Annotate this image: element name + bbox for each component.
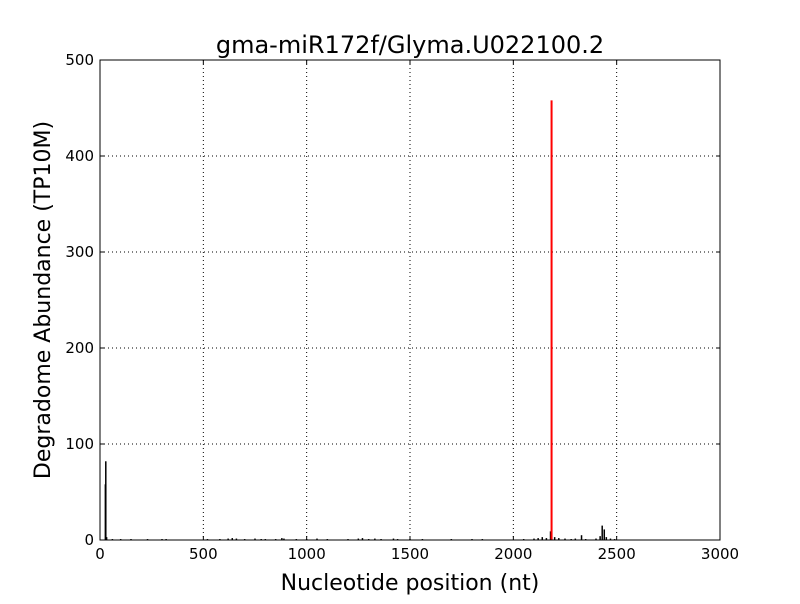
y-axis: 0 100 200 300 400 500 bbox=[65, 51, 720, 549]
y-tick-label: 0 bbox=[84, 531, 94, 549]
y-tick-label: 200 bbox=[65, 339, 94, 357]
x-tick-label: 1000 bbox=[288, 545, 326, 563]
grid bbox=[100, 60, 720, 540]
chart-title: gma-miR172f/Glyma.U022100.2 bbox=[216, 31, 604, 59]
y-tick-label: 300 bbox=[65, 243, 94, 261]
x-tick-label: 500 bbox=[189, 545, 218, 563]
x-axis-label: Nucleotide position (nt) bbox=[281, 571, 540, 596]
x-tick-label: 2000 bbox=[494, 545, 532, 563]
y-tick-label: 400 bbox=[65, 147, 94, 165]
x-tick-label: 3000 bbox=[701, 545, 739, 563]
y-tick-label: 100 bbox=[65, 435, 94, 453]
data-marks bbox=[104, 100, 616, 540]
x-axis: 0 500 1000 1500 2000 2500 3000 bbox=[95, 60, 739, 563]
y-axis-label: Degradome Abundance (TP10M) bbox=[31, 121, 56, 479]
x-tick-label: 0 bbox=[95, 545, 105, 563]
y-tick-label: 500 bbox=[65, 51, 94, 69]
x-tick-label: 2500 bbox=[598, 545, 636, 563]
x-tick-label: 1500 bbox=[391, 545, 429, 563]
